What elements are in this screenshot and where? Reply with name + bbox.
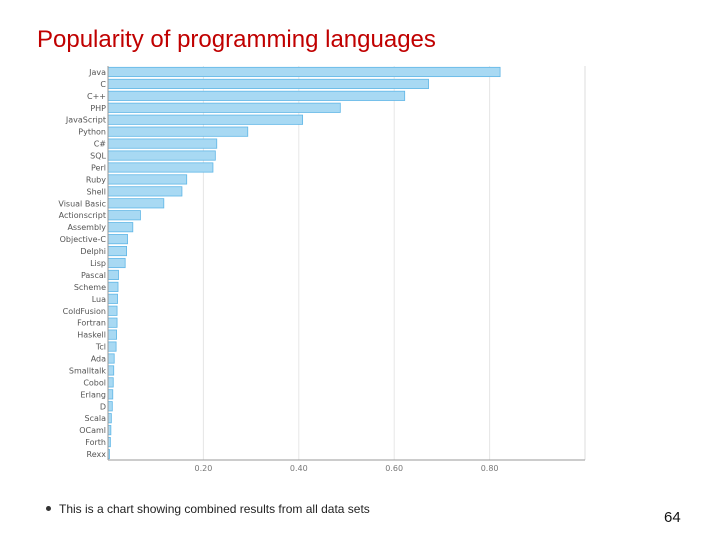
bar-shell: [107, 186, 183, 197]
page-number: 64: [664, 509, 681, 526]
category-label: D: [100, 402, 106, 411]
category-labels: Java C C++ PHP JavaScript Python C# SQL Perl Ruby…: [58, 68, 106, 459]
bar-pascal: [107, 269, 119, 280]
category-label: Assembly: [67, 223, 106, 232]
category-label: Smalltalk: [69, 366, 106, 375]
bar-lisp: [107, 257, 126, 269]
bar-sql: [107, 150, 216, 161]
slide-title: Popularity of programming languages: [37, 26, 436, 53]
category-label: C++: [87, 92, 106, 101]
category-label: C: [100, 80, 106, 89]
bar-scheme: [107, 281, 119, 292]
bullet-point: This is a chart showing combined results…: [46, 502, 370, 516]
category-label: ColdFusion: [63, 307, 106, 316]
bar-c: [107, 78, 429, 89]
bar-smalltalk: [107, 365, 115, 376]
bar-visual-basic: [107, 198, 165, 209]
bar-lua: [107, 293, 118, 304]
bars: [107, 66, 501, 460]
category-label: Python: [78, 128, 106, 137]
bar-fortran: [107, 317, 118, 328]
bar-c-: [107, 138, 218, 149]
bar-coldfusion: [107, 305, 118, 316]
bar-ruby: [107, 174, 188, 185]
category-label: Delphi: [80, 247, 106, 256]
category-label: Lisp: [90, 259, 106, 268]
bullet-text: This is a chart showing combined results…: [59, 502, 370, 516]
x-tick-labels: 0.20 0.40 0.60 0.80: [194, 464, 498, 473]
bar-scala: [107, 413, 112, 424]
bar-cobol: [107, 377, 114, 388]
category-label: Fortran: [77, 319, 106, 328]
bar-c-: [107, 90, 406, 101]
category-label: Lua: [92, 295, 106, 304]
bar-actionscript: [107, 210, 141, 221]
bar-javascript: [107, 114, 304, 125]
bar-ada: [107, 353, 115, 364]
category-label: Shell: [86, 187, 106, 196]
category-label: C#: [94, 140, 107, 149]
bar-php: [107, 102, 341, 113]
category-label: Visual Basic: [58, 199, 106, 208]
category-label: Ada: [91, 355, 106, 364]
category-label: SQL: [90, 152, 106, 161]
category-label: Ruby: [86, 175, 106, 184]
category-label: Objective-C: [60, 235, 107, 244]
gridlines: [202, 66, 586, 460]
category-label: Pascal: [81, 271, 106, 280]
x-tick-label: 0.40: [290, 464, 308, 473]
x-tick-label: 0.60: [385, 464, 403, 473]
bar-d: [107, 401, 113, 412]
bar-erlang: [107, 389, 114, 400]
category-label: OCaml: [79, 426, 106, 435]
bar-haskell: [107, 329, 117, 340]
category-label: Haskell: [77, 331, 106, 340]
category-label: Rexx: [87, 450, 107, 459]
category-label: Scala: [84, 414, 106, 423]
bar-objective-c: [107, 234, 128, 245]
category-label: JavaScript: [65, 116, 106, 125]
category-label: Forth: [85, 438, 106, 447]
category-label: PHP: [90, 104, 106, 113]
category-label: Perl: [91, 163, 106, 172]
x-tick-label: 0.80: [481, 464, 499, 473]
bar-assembly: [107, 222, 134, 233]
bullet-icon: [46, 506, 51, 512]
category-label: Scheme: [74, 283, 106, 292]
category-label: Actionscript: [59, 211, 106, 220]
bar-python: [107, 126, 249, 137]
bar-tcl: [107, 341, 117, 352]
bar-perl: [107, 162, 214, 173]
category-label: Cobol: [83, 378, 106, 387]
x-tick-label: 0.20: [194, 464, 212, 473]
bar-delphi: [107, 246, 128, 257]
bar-java: [107, 66, 501, 78]
category-label: Java: [88, 68, 106, 77]
category-label: Tcl: [95, 343, 106, 352]
category-label: Erlang: [80, 390, 106, 399]
